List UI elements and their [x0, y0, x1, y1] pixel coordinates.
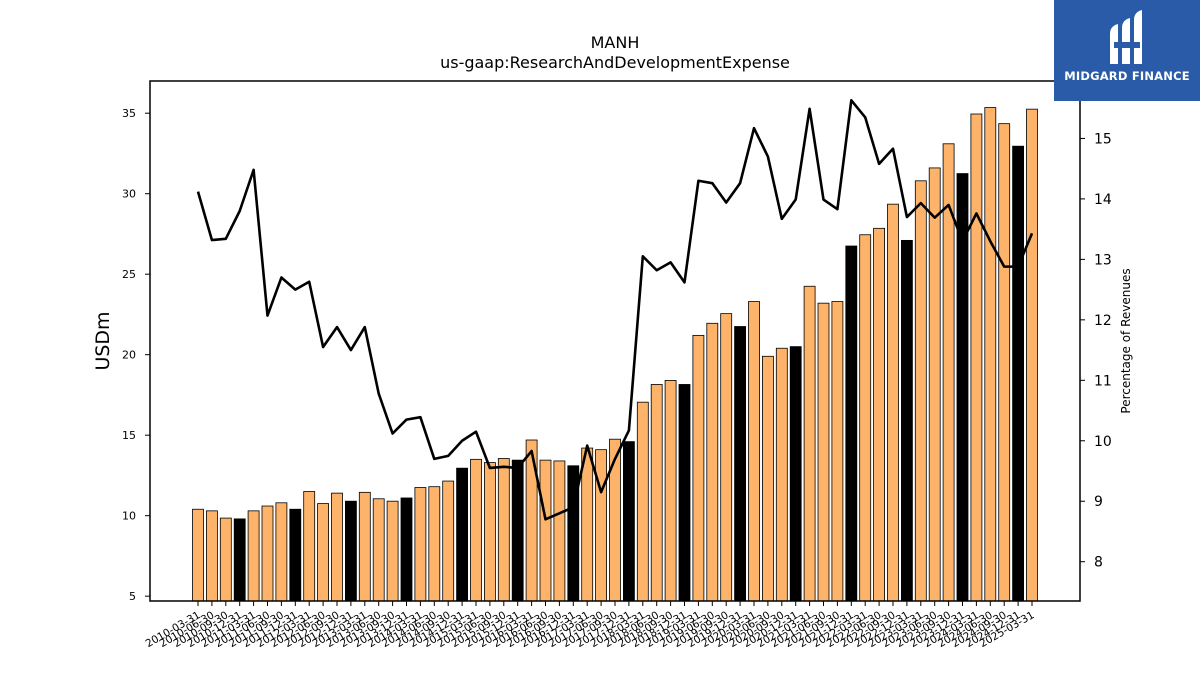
bar-2022-06-30 — [873, 227, 885, 602]
right-tick-label: 14 — [1094, 192, 1112, 208]
bar-2022-03-31 — [859, 234, 872, 602]
bar-2014-12-31 — [456, 467, 469, 602]
bar-2013-06-30 — [372, 498, 385, 602]
bar-2024-12-31 — [1012, 145, 1024, 602]
bar-2010-06-30 — [205, 510, 218, 602]
bar-2011-06-30 — [261, 505, 274, 602]
midgard-finance-logo: MIDGARD FINANCE — [1054, 0, 1200, 101]
y-axis-label-right: Percentage of Revenues — [1119, 268, 1133, 413]
right-tick-label: 13 — [1094, 252, 1112, 268]
bar-2020-09-30 — [775, 347, 788, 602]
bar-2025-03-31 — [1026, 108, 1038, 602]
left-tick-label: 30 — [122, 188, 136, 201]
bar-2024-03-31 — [970, 113, 983, 602]
left-tick-label: 20 — [122, 349, 136, 362]
right-tick-label: 10 — [1094, 434, 1112, 450]
left-tick-label: 10 — [122, 510, 136, 523]
logo-mark-icon — [1110, 10, 1142, 64]
bar-2020-06-30 — [762, 355, 774, 602]
chart-title: MANH — [591, 33, 640, 52]
bar-2017-09-30 — [609, 438, 621, 602]
bar-2019-03-31 — [692, 334, 705, 602]
bar-2019-09-30 — [720, 313, 733, 602]
x-axis-ticks: 2010-03-312010-06-302010-09-302010-12-31… — [144, 601, 1037, 650]
bar-2022-12-31 — [901, 239, 913, 602]
right-tick-label: 9 — [1094, 494, 1103, 510]
bar-2014-09-30 — [442, 480, 455, 602]
logo-text: MIDGARD FINANCE — [1064, 69, 1190, 83]
right-axis-ticks: 8 9 10 11 12 13 14 15 — [1080, 131, 1112, 571]
bar-2015-12-31 — [511, 459, 524, 602]
bar-2020-03-31 — [748, 301, 760, 602]
bar-2016-09-30 — [553, 460, 566, 602]
bar-series — [192, 107, 1038, 602]
bar-2019-06-30 — [706, 322, 719, 602]
y-axis-label-left: USDm — [92, 311, 114, 370]
left-axis-ticks: 5 10 15 20 25 30 35 — [122, 107, 150, 603]
right-tick-label: 8 — [1094, 555, 1103, 571]
right-tick-label: 15 — [1094, 131, 1112, 147]
bar-2024-09-30 — [998, 123, 1011, 602]
bar-2010-09-30 — [219, 517, 232, 602]
bar-2015-06-30 — [483, 462, 496, 602]
bar-2011-09-30 — [275, 502, 288, 602]
percentage-line — [196, 99, 1034, 521]
bar-2019-12-31 — [734, 326, 746, 602]
bar-2017-12-31 — [623, 441, 635, 602]
bar-2024-06-30 — [984, 107, 997, 602]
bar-2021-12-31 — [845, 245, 858, 602]
bar-2015-03-31 — [470, 458, 482, 602]
bar-2018-03-31 — [636, 401, 649, 602]
bar-2014-03-31 — [414, 487, 427, 602]
bar-2020-12-31 — [789, 346, 802, 602]
right-tick-label: 11 — [1094, 373, 1112, 389]
bar-2021-06-30 — [817, 302, 830, 602]
bar-2011-12-31 — [289, 508, 302, 602]
left-tick-label: 5 — [129, 590, 136, 603]
bar-2011-03-31 — [247, 510, 260, 602]
bar-2012-06-30 — [317, 503, 330, 602]
bar-2016-06-30 — [539, 459, 552, 602]
bar-2023-06-30 — [928, 167, 941, 602]
chart-subtitle: us-gaap:ResearchAndDevelopmentExpense — [440, 53, 790, 72]
bar-2013-12-31 — [400, 497, 413, 602]
bar-2023-03-31 — [914, 180, 927, 602]
left-tick-label: 15 — [122, 429, 136, 442]
bar-2015-09-30 — [497, 458, 510, 602]
bar-2018-09-30 — [664, 380, 677, 602]
bar-2012-03-31 — [303, 491, 316, 602]
bar-2022-09-30 — [887, 203, 899, 602]
bar-2012-09-30 — [331, 492, 343, 602]
bar-2018-06-30 — [650, 384, 663, 602]
bar-2012-12-31 — [344, 500, 357, 602]
left-tick-label: 35 — [122, 107, 136, 120]
bar-2017-06-30 — [595, 449, 607, 602]
bar-2013-03-31 — [358, 491, 371, 602]
bar-2017-03-31 — [581, 447, 594, 602]
bar-2014-06-30 — [428, 486, 441, 602]
bar-2018-12-31 — [678, 384, 691, 602]
bar-2021-03-31 — [803, 285, 816, 602]
bar-2021-09-30 — [831, 301, 844, 602]
left-tick-label: 25 — [122, 268, 136, 281]
bar-2013-09-30 — [386, 500, 399, 602]
bar-2010-12-31 — [233, 518, 246, 602]
bar-2010-03-31 — [192, 508, 204, 602]
right-tick-label: 12 — [1094, 313, 1112, 329]
